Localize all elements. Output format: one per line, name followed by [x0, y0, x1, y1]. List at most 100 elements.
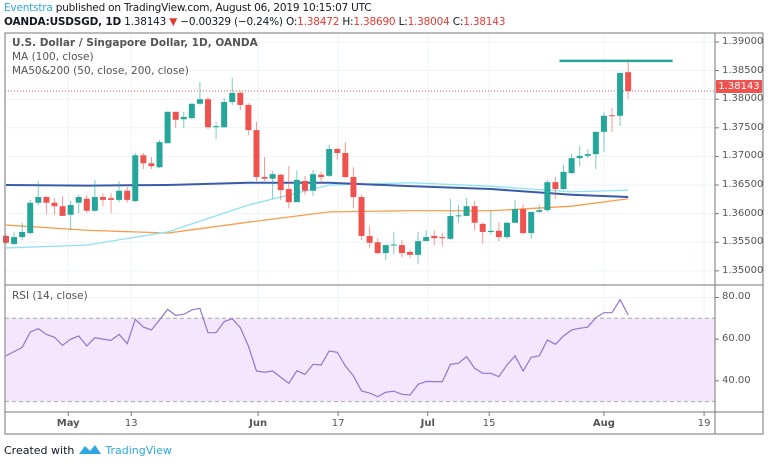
candle-down[interactable]	[552, 182, 559, 190]
candle-up[interactable]	[544, 182, 551, 211]
down-triangle-icon: ▼	[169, 16, 178, 28]
candle-up[interactable]	[180, 116, 187, 120]
candle-up[interactable]	[455, 215, 462, 217]
time-tick-label: 19	[697, 418, 711, 429]
candle-up[interactable]	[584, 154, 591, 156]
candle-up[interactable]	[132, 155, 139, 202]
candle-down[interactable]	[625, 72, 632, 92]
candle-down[interactable]	[59, 206, 66, 216]
candle-down[interactable]	[358, 197, 365, 236]
candle-up[interactable]	[528, 211, 535, 234]
candle-up[interactable]	[293, 179, 300, 203]
legend-rsi[interactable]: RSI (14, close)	[12, 290, 88, 302]
candle-down[interactable]	[43, 197, 50, 203]
price-tick-label: 1.35500	[722, 236, 764, 248]
candle-down[interactable]	[301, 181, 308, 191]
last-price-label: 1.38143	[716, 80, 762, 93]
candle-up[interactable]	[423, 237, 430, 242]
candle-down[interactable]	[245, 104, 252, 131]
candle-up[interactable]	[536, 210, 543, 212]
candle-up[interactable]	[164, 111, 171, 144]
candle-down[interactable]	[609, 115, 615, 117]
legend-ma50-200[interactable]: MA50&200 (50, close, 200, close)	[12, 65, 189, 77]
candle-down[interactable]	[277, 174, 284, 191]
candle-up[interactable]	[269, 174, 276, 179]
candle-down[interactable]	[140, 155, 147, 164]
candle-up[interactable]	[600, 115, 607, 132]
price-tick-label: 1.37000	[722, 150, 764, 162]
candle-up[interactable]	[75, 197, 82, 203]
candle-up[interactable]	[221, 102, 228, 128]
candle-up[interactable]	[576, 155, 583, 159]
candle-up[interactable]	[156, 142, 163, 168]
candle-down[interactable]	[148, 163, 155, 167]
chart-frame	[4, 32, 764, 435]
candle-down[interactable]	[205, 99, 211, 128]
candle-down[interactable]	[124, 190, 131, 200]
candle-down[interactable]	[172, 111, 179, 120]
candle-down[interactable]	[342, 152, 349, 178]
candle-down[interactable]	[439, 237, 446, 239]
candle-up[interactable]	[382, 245, 389, 254]
last-price: 1.38143	[124, 16, 167, 28]
rsi-line	[5, 298, 629, 398]
candle-down[interactable]	[108, 198, 115, 200]
candle-up[interactable]	[213, 126, 220, 128]
candle-down[interactable]	[431, 235, 438, 239]
candle-down[interactable]	[83, 198, 90, 211]
chart-title: U.S. Dollar / Singapore Dollar, 1D, OAND…	[12, 37, 258, 49]
candle-down[interactable]	[237, 92, 244, 105]
candle-down[interactable]	[398, 245, 405, 254]
price-tick-label: 1.35000	[722, 264, 764, 276]
candle-down[interactable]	[471, 206, 478, 223]
candle-down[interactable]	[407, 251, 413, 255]
candle-up[interactable]	[188, 103, 195, 119]
author-link[interactable]: Eventstra	[4, 2, 53, 14]
candle-down[interactable]	[366, 235, 373, 243]
candle-up[interactable]	[310, 174, 317, 191]
candle-up[interactable]	[568, 158, 575, 174]
candle-up[interactable]	[390, 244, 397, 246]
candle-up[interactable]	[487, 230, 494, 232]
candle-down[interactable]	[374, 242, 381, 254]
candle-up[interactable]	[326, 148, 333, 176]
candle-down[interactable]	[253, 130, 260, 178]
candle-down[interactable]	[99, 197, 106, 200]
candle-down[interactable]	[261, 177, 268, 179]
candle-up[interactable]	[447, 215, 454, 239]
candle-up[interactable]	[415, 241, 422, 255]
candle-down[interactable]	[479, 223, 486, 232]
candle-up[interactable]	[27, 202, 34, 234]
low-label: L:	[398, 16, 408, 28]
candle-up[interactable]	[91, 197, 98, 211]
candle-down[interactable]	[334, 148, 341, 153]
candle-up[interactable]	[116, 190, 123, 200]
candle-down[interactable]	[285, 189, 292, 203]
candle-up[interactable]	[19, 231, 26, 238]
candle-down[interactable]	[350, 177, 357, 198]
candle-up[interactable]	[35, 197, 42, 203]
price-tick-label: 1.36000	[722, 207, 764, 219]
candle-down[interactable]	[495, 230, 502, 238]
legend-ma100[interactable]: MA (100, close)	[12, 51, 94, 63]
publish-info: Eventstra published on TradingView.com, …	[4, 2, 372, 15]
candle-down[interactable]	[51, 202, 58, 207]
candle-up[interactable]	[196, 99, 203, 104]
candle-up[interactable]	[229, 92, 236, 103]
candle-up[interactable]	[617, 72, 624, 116]
candle-up[interactable]	[67, 205, 74, 215]
candle-up[interactable]	[11, 237, 18, 244]
candle-down[interactable]	[3, 235, 9, 243]
candle-down[interactable]	[318, 174, 325, 178]
candle-up[interactable]	[592, 131, 599, 155]
candle-down[interactable]	[520, 209, 527, 234]
candle-up[interactable]	[463, 206, 470, 216]
time-tick-label: Aug	[592, 418, 615, 429]
symbol-info: OANDA:USDSGD, 1D 1.38143 ▼ −0.00329 (−0.…	[4, 16, 505, 29]
candle-up[interactable]	[512, 209, 519, 223]
candle-up[interactable]	[560, 171, 567, 190]
candle-up[interactable]	[503, 222, 510, 238]
time-tick-label: Jun	[249, 418, 268, 429]
tradingview-link[interactable]: TradingView	[105, 444, 172, 457]
